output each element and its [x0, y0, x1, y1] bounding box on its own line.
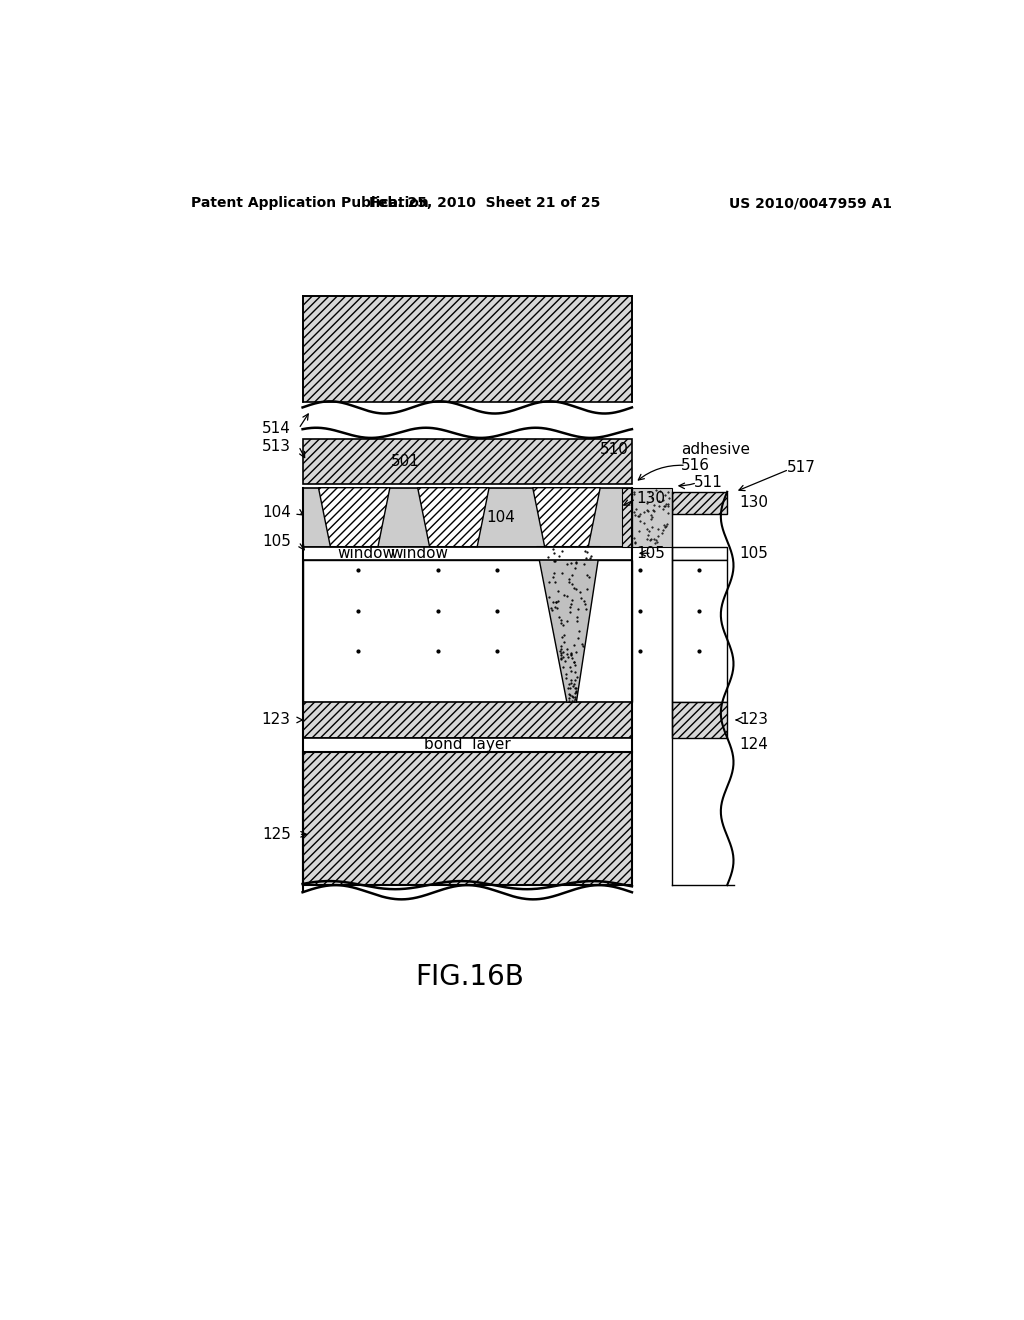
Bar — [303, 752, 632, 886]
Text: window: window — [390, 545, 449, 561]
Text: 501: 501 — [391, 454, 420, 469]
Text: Feb. 25, 2010  Sheet 21 of 25: Feb. 25, 2010 Sheet 21 of 25 — [370, 197, 601, 210]
Text: FIG.16B: FIG.16B — [415, 962, 523, 990]
Text: 511: 511 — [694, 475, 723, 490]
Text: 105: 105 — [262, 535, 291, 549]
Bar — [303, 738, 632, 752]
Bar — [672, 492, 727, 515]
Text: 105: 105 — [739, 545, 768, 561]
Bar — [672, 546, 727, 560]
Text: 514: 514 — [262, 421, 291, 437]
Text: 105: 105 — [636, 545, 665, 561]
Bar — [303, 546, 632, 560]
Polygon shape — [537, 546, 600, 702]
Text: 123: 123 — [262, 713, 291, 727]
Text: 123: 123 — [739, 713, 768, 727]
Bar — [672, 560, 727, 702]
Bar — [303, 296, 632, 403]
Text: bond  layer: bond layer — [424, 738, 511, 752]
Text: 104: 104 — [486, 510, 515, 524]
Bar — [303, 440, 632, 483]
Text: 124: 124 — [739, 738, 768, 752]
Text: 516: 516 — [681, 458, 710, 473]
Bar — [303, 487, 632, 546]
Text: 130: 130 — [636, 491, 665, 507]
Text: 125: 125 — [262, 826, 291, 842]
Polygon shape — [418, 487, 489, 546]
Text: window: window — [337, 545, 395, 561]
Text: 517: 517 — [786, 459, 815, 475]
Polygon shape — [532, 487, 600, 546]
Text: 510: 510 — [600, 442, 629, 457]
Text: 130: 130 — [739, 495, 768, 511]
Text: 104: 104 — [262, 504, 291, 520]
Text: Patent Application Publication: Patent Application Publication — [191, 197, 429, 210]
Bar — [632, 487, 672, 546]
Polygon shape — [318, 487, 390, 546]
Text: adhesive: adhesive — [681, 442, 751, 457]
Bar — [303, 702, 632, 738]
Text: 513: 513 — [262, 438, 291, 454]
Bar — [303, 560, 632, 702]
Bar — [672, 702, 727, 738]
Text: US 2010/0047959 A1: US 2010/0047959 A1 — [729, 197, 892, 210]
Bar — [623, 487, 632, 546]
